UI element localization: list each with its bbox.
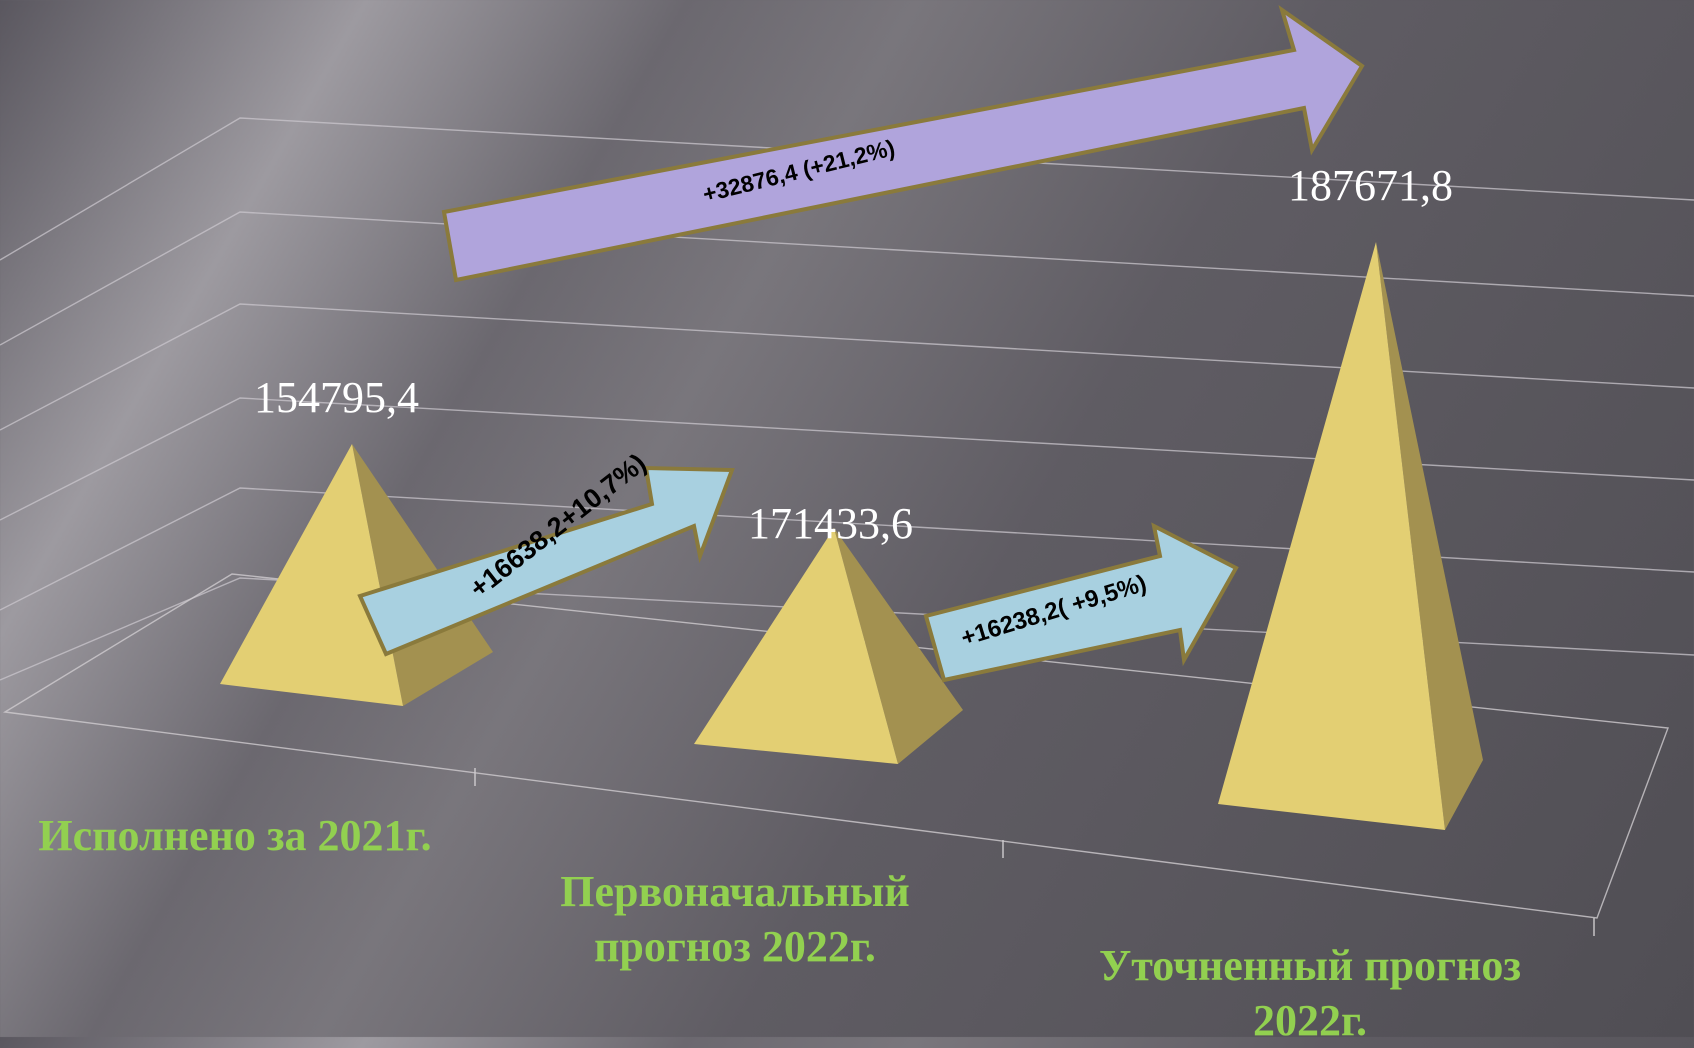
pyramid-side-1 xyxy=(834,528,963,764)
pyramid-side-2 xyxy=(1376,242,1483,830)
value-label-0: 154795,4 xyxy=(254,373,419,422)
grid-line-0 xyxy=(0,117,1694,261)
grid-line-1 xyxy=(0,211,1694,346)
chart-floor xyxy=(2,573,1669,936)
value-label-1: 171433,6 xyxy=(748,499,913,548)
pyramid-0 xyxy=(220,444,403,706)
pyramid-1 xyxy=(694,528,898,764)
grid-line-3 xyxy=(0,397,1694,521)
category-label-2: Уточненный прогноз 2022г. xyxy=(1098,941,1522,1045)
chart-grid xyxy=(0,117,1694,681)
floor-outline xyxy=(2,573,1669,919)
grid-line-4 xyxy=(0,487,1694,611)
pyramid-2 xyxy=(1218,242,1445,830)
category-label-0: Исполнено за 2021г. xyxy=(38,811,432,860)
arrow-growth-1 xyxy=(923,522,1239,683)
arrow-growth-total xyxy=(441,5,1365,283)
category-label-1: Первоначальный прогноз 2022г. xyxy=(560,867,910,971)
grid-line-2 xyxy=(0,303,1694,431)
arrow-growth-0 xyxy=(357,465,735,657)
value-label-2: 187671,8 xyxy=(1288,161,1453,210)
grid-line-5 xyxy=(0,577,1694,681)
chart-arrows xyxy=(357,5,1365,683)
